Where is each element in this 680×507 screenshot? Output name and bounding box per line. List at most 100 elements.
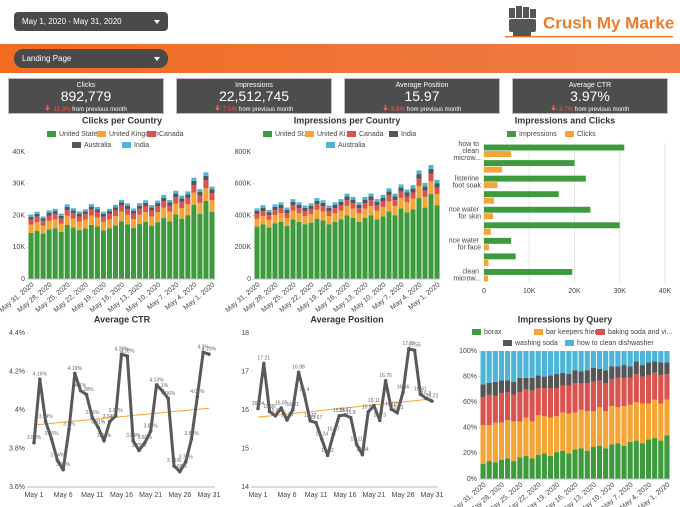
point — [389, 407, 394, 412]
legend-swatch — [596, 329, 605, 335]
bar — [88, 204, 94, 207]
bar — [70, 208, 76, 211]
data-label: 4.1% — [75, 383, 87, 389]
bar — [118, 199, 125, 203]
bar — [484, 166, 503, 173]
x-tick-label: May 26 — [168, 492, 191, 499]
bar — [185, 215, 191, 279]
y-tick-label: 600K — [235, 181, 252, 188]
bar — [652, 438, 658, 479]
bar — [368, 200, 374, 206]
bar — [179, 195, 185, 199]
point — [418, 392, 423, 397]
data-label: 3.68% — [173, 464, 188, 470]
bar — [356, 213, 362, 222]
landing-page-filter[interactable]: Landing Page — [14, 49, 168, 68]
bar — [266, 209, 272, 213]
bar — [52, 219, 58, 229]
bar — [344, 200, 350, 206]
bar — [374, 199, 380, 202]
bar — [94, 212, 100, 218]
chart-title: Clicks per Country — [82, 115, 162, 125]
y-tick-label: 20% — [463, 450, 477, 457]
bar — [633, 402, 639, 441]
data-label: 16.4 — [300, 387, 310, 393]
x-tick-label: May 11 — [81, 492, 104, 499]
bar — [58, 223, 64, 233]
bar — [554, 374, 560, 389]
point — [285, 418, 289, 422]
down-arrow — [45, 105, 51, 111]
bar — [484, 269, 573, 275]
bar — [535, 351, 541, 376]
bar — [645, 362, 652, 376]
y-tick-label: 4% — [15, 407, 25, 414]
bar — [505, 380, 511, 392]
bar — [185, 191, 191, 195]
bar — [362, 196, 368, 200]
point — [195, 394, 200, 399]
legend-label: United Ki... — [317, 131, 351, 138]
bar — [149, 225, 155, 279]
bar — [603, 411, 609, 449]
bar — [484, 191, 559, 198]
point — [291, 407, 295, 412]
legend-swatch — [565, 131, 574, 137]
bar — [332, 208, 338, 214]
bar — [284, 217, 290, 226]
bar — [191, 192, 197, 205]
point — [148, 429, 153, 433]
bar — [100, 213, 106, 217]
bar — [529, 421, 535, 459]
bar — [203, 188, 209, 201]
label-line: for skin — [458, 213, 481, 220]
date-range-picker[interactable]: May 1, 2020 - May 31, 2020 — [14, 12, 168, 31]
data-label: 3.97% — [109, 408, 124, 414]
bar — [308, 209, 314, 215]
data-label: 15.37 — [327, 427, 340, 433]
data-label: 15.72 — [304, 413, 317, 419]
bar — [603, 370, 609, 383]
point — [331, 432, 336, 437]
scorecard-title: Average CTR — [568, 82, 612, 89]
chart-title: Impressions per Country — [294, 115, 401, 125]
bar — [498, 459, 505, 479]
bar — [560, 385, 566, 413]
bar — [645, 351, 652, 363]
bar — [161, 194, 167, 198]
bar — [266, 219, 272, 228]
bar — [82, 219, 88, 229]
bar — [422, 186, 428, 191]
data-label: 16.05 — [275, 400, 288, 406]
bar — [260, 215, 266, 225]
bar — [302, 224, 308, 279]
bar — [350, 199, 356, 204]
bar — [124, 214, 131, 225]
scorecard: Clicks 892,779 -11.3% from previous month — [8, 78, 164, 114]
data-label: 4.06% — [161, 391, 176, 397]
bar — [584, 370, 590, 383]
point — [378, 418, 382, 423]
bar — [344, 215, 350, 279]
data-label: 15.87 — [339, 407, 352, 413]
legend-label: Canada — [159, 131, 184, 138]
data-label: 3.84% — [97, 433, 112, 439]
bar — [320, 211, 326, 221]
delta-note: from previous month — [238, 107, 294, 113]
label-line: rice water — [449, 206, 481, 213]
bar — [161, 197, 167, 202]
bar — [314, 200, 320, 205]
point — [412, 348, 417, 353]
bar — [278, 213, 284, 222]
bar — [492, 462, 498, 479]
point — [96, 425, 100, 430]
bar — [143, 200, 149, 203]
bar — [94, 206, 100, 210]
bar — [486, 425, 492, 462]
point — [131, 439, 135, 443]
data-label: 16.02 — [385, 402, 398, 408]
point — [430, 399, 434, 403]
bar — [46, 212, 52, 216]
bar — [517, 351, 523, 378]
bar — [272, 210, 278, 216]
